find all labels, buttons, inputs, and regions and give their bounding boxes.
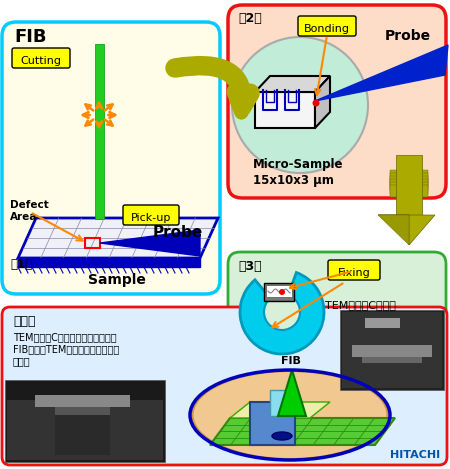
Text: Micro-Sample
15x10x3 μm: Micro-Sample 15x10x3 μm (253, 158, 343, 187)
Polygon shape (18, 218, 218, 258)
Bar (264, 283, 294, 301)
Text: Fixing: Fixing (338, 268, 370, 278)
Polygon shape (250, 402, 295, 445)
Wedge shape (240, 272, 324, 354)
Bar (85, 238, 100, 248)
Polygon shape (378, 215, 435, 245)
Polygon shape (270, 390, 293, 416)
Text: TEM観察用Cリング: TEM観察用Cリング (325, 300, 396, 310)
Text: （2）: （2） (238, 12, 262, 25)
Polygon shape (315, 45, 448, 101)
Text: （1）: （1） (10, 258, 32, 271)
Bar (390, 176, 428, 188)
Bar (390, 170, 428, 182)
Bar (352, 345, 432, 357)
Bar (396, 155, 422, 215)
Text: Pick-up: Pick-up (131, 213, 171, 223)
Bar (390, 182, 428, 194)
FancyBboxPatch shape (2, 22, 220, 294)
Polygon shape (230, 402, 330, 418)
Bar (390, 173, 428, 185)
Text: Probe: Probe (385, 29, 431, 43)
Ellipse shape (272, 432, 292, 440)
Circle shape (279, 289, 285, 295)
Text: TEM観察用Cリングに固定した後、: TEM観察用Cリングに固定した後、 (13, 332, 117, 342)
Bar (266, 285, 292, 297)
Bar (362, 357, 422, 363)
Text: Probe: Probe (153, 225, 203, 240)
Bar (340, 310, 444, 390)
Polygon shape (378, 215, 409, 245)
Text: FIB: FIB (14, 28, 46, 46)
FancyBboxPatch shape (12, 48, 70, 68)
FancyBboxPatch shape (2, 307, 447, 465)
Circle shape (232, 37, 368, 173)
Polygon shape (278, 370, 306, 416)
FancyBboxPatch shape (298, 16, 356, 36)
Bar (35, 395, 130, 407)
Bar (95, 44, 104, 219)
Polygon shape (255, 92, 315, 128)
FancyBboxPatch shape (328, 260, 380, 280)
FancyBboxPatch shape (228, 5, 446, 198)
Circle shape (312, 99, 319, 106)
Text: （3）: （3） (238, 260, 261, 273)
Bar (5, 380, 165, 462)
Text: Defect
Area: Defect Area (10, 200, 49, 221)
Bar (7, 400, 163, 460)
Bar (390, 179, 428, 191)
Bar (55, 415, 110, 455)
Circle shape (264, 294, 300, 330)
Text: HITACHI: HITACHI (390, 450, 440, 460)
Bar (18, 258, 200, 267)
Bar (390, 185, 428, 197)
Text: （４）: （４） (13, 315, 36, 328)
Text: 薄片化: 薄片化 (13, 356, 31, 366)
Polygon shape (100, 230, 200, 256)
Bar (342, 312, 442, 388)
Bar (365, 318, 400, 328)
FancyBboxPatch shape (123, 205, 179, 225)
Polygon shape (210, 418, 395, 445)
Polygon shape (255, 76, 330, 92)
FancyBboxPatch shape (228, 252, 446, 362)
Ellipse shape (193, 371, 387, 459)
Text: Bonding: Bonding (304, 24, 350, 34)
Bar (55, 407, 110, 415)
Text: Sample: Sample (88, 273, 146, 287)
Text: FIBによりTEM観察可能な厚さまで: FIBによりTEM観察可能な厚さまで (13, 344, 119, 354)
Polygon shape (315, 76, 330, 128)
Text: FIB: FIB (281, 356, 301, 366)
Text: Cutting: Cutting (21, 56, 62, 66)
